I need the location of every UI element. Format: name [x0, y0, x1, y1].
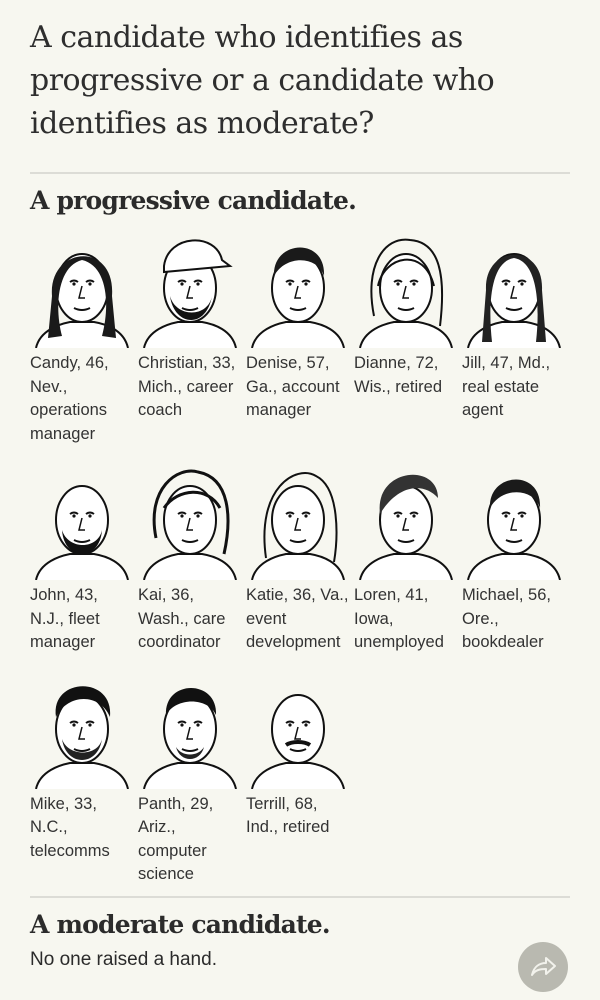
candidate-caption: Katie, 36, Va., event development	[246, 586, 349, 651]
candidate-caption: Loren, 41, Iowa, unemployed	[354, 586, 444, 651]
candidate-card: Jill, 47, Md., real estate agent	[462, 226, 570, 446]
candidate-caption: Candy, 46, Nev., operations manager	[30, 354, 109, 443]
candidate-card: Christian, 33, Mich., career coach	[138, 226, 246, 446]
progressive-section-title: A progressive candidate.	[30, 186, 357, 215]
moderate-result-text: No one raised a hand.	[30, 949, 217, 970]
share-arrow-icon	[531, 957, 556, 976]
candidate-portrait	[251, 693, 345, 789]
candidate-card: Terrill, 68, Ind., retired	[246, 667, 354, 887]
candidate-caption: Jill, 47, Md., real estate agent	[462, 354, 551, 419]
candidate-caption: Mike, 33, N.C., telecomms	[30, 794, 110, 860]
candidate-portrait	[467, 253, 561, 348]
candidate-caption: John, 43, N.J., fleet manager	[30, 586, 100, 651]
candidate-card: Panth, 29, Ariz., computer science	[138, 667, 246, 887]
candidate-card: Michael, 56, Ore., bookdealer	[462, 458, 570, 655]
candidate-caption: Denise, 57, Ga., account manager	[246, 354, 340, 419]
candidate-card: Mike, 33, N.C., telecomms	[30, 667, 138, 887]
candidate-caption: Terrill, 68, Ind., retired	[246, 794, 330, 837]
divider	[30, 172, 570, 174]
candidate-portrait	[143, 469, 237, 580]
headline: A candidate who identifies as progressiv…	[30, 20, 495, 141]
candidate-caption: Michael, 56, Ore., bookdealer	[462, 586, 551, 651]
candidate-caption: Kai, 36, Wash., care coordinator	[138, 586, 226, 651]
candidate-card: Loren, 41, Iowa, unemployed	[354, 458, 462, 655]
progressive-candidates-grid: Candy, 46, Nev., operations manager Chri…	[30, 226, 570, 887]
candidate-portrait	[359, 238, 453, 348]
candidate-caption: Dianne, 72, Wis., retired	[354, 354, 443, 396]
candidate-card: Kai, 36, Wash., care coordinator	[138, 458, 246, 655]
candidate-card: Dianne, 72, Wis., retired	[354, 226, 462, 446]
candidate-portrait	[143, 687, 237, 789]
candidate-caption: Christian, 33, Mich., career coach	[138, 354, 236, 419]
candidate-card: Katie, 36, Va., event development	[246, 458, 354, 655]
candidate-portrait	[143, 239, 237, 348]
candidate-portrait	[251, 472, 345, 580]
candidate-portrait	[359, 474, 453, 580]
candidate-portrait	[251, 247, 345, 348]
candidate-portrait	[35, 685, 129, 789]
candidate-portrait	[35, 485, 129, 580]
candidate-portrait	[35, 253, 129, 348]
moderate-section-title: A moderate candidate.	[30, 910, 331, 939]
candidate-portrait	[467, 479, 561, 580]
candidate-card: Denise, 57, Ga., account manager	[246, 226, 354, 446]
candidate-caption: Panth, 29, Ariz., computer science	[138, 794, 214, 884]
share-button[interactable]	[518, 942, 568, 992]
divider	[30, 896, 570, 898]
candidate-card: Candy, 46, Nev., operations manager	[30, 226, 138, 446]
candidate-card: John, 43, N.J., fleet manager	[30, 458, 138, 655]
